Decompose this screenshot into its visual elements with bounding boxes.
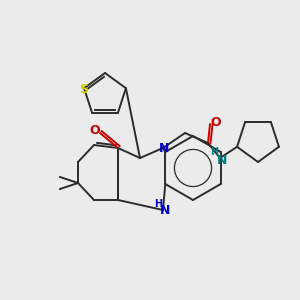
Text: O: O bbox=[90, 124, 100, 137]
Text: N: N bbox=[160, 205, 170, 218]
Text: S: S bbox=[80, 83, 88, 96]
Text: N: N bbox=[159, 142, 169, 154]
Text: N: N bbox=[217, 154, 227, 167]
Text: H: H bbox=[154, 199, 162, 209]
Text: O: O bbox=[211, 116, 221, 128]
Text: H: H bbox=[210, 147, 218, 157]
